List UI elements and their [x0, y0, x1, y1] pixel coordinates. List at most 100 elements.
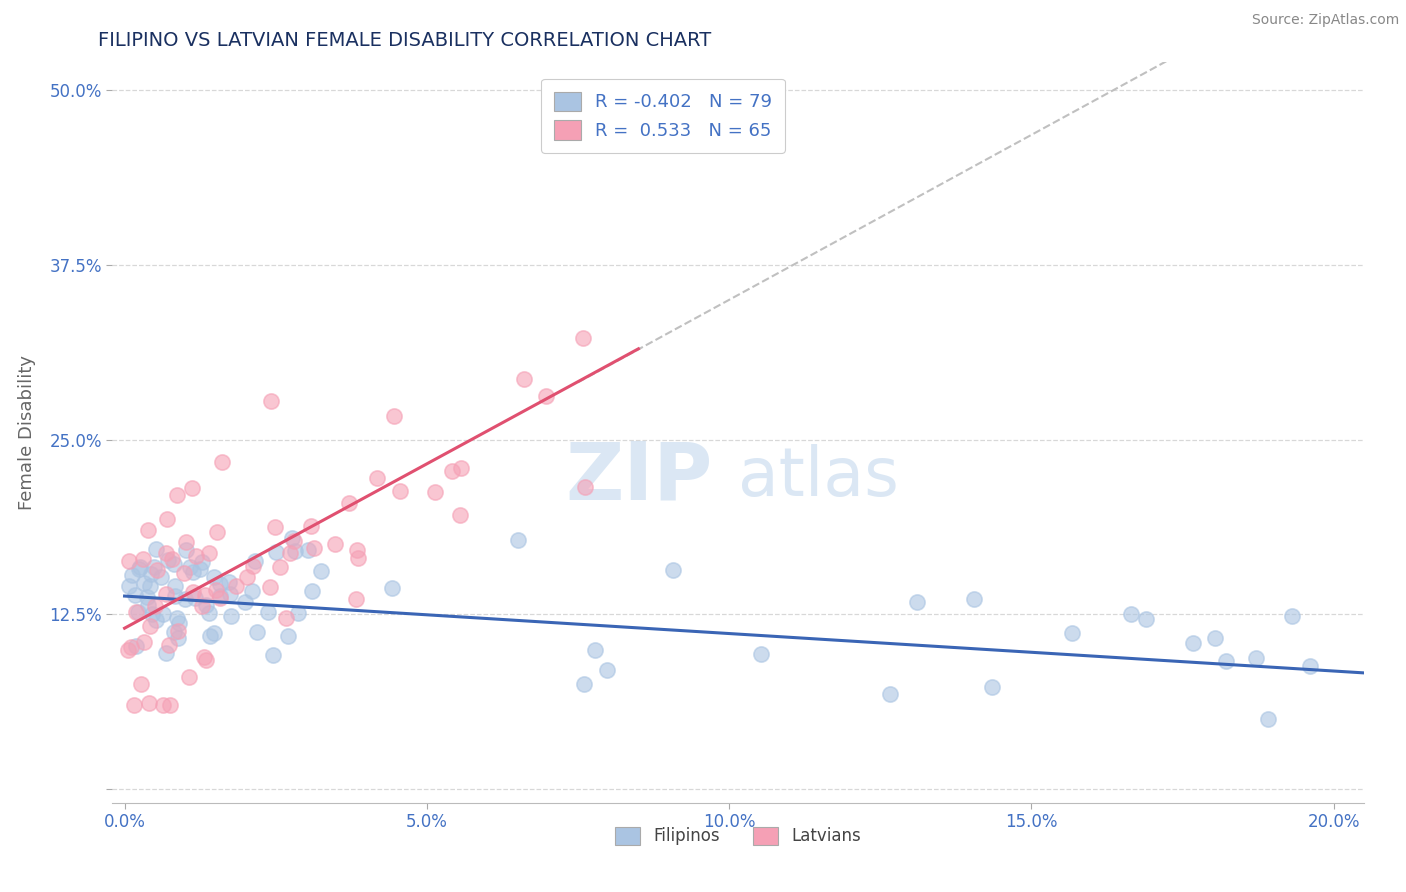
- Point: [149, 570, 172, 584]
- Point: [209, 577, 232, 591]
- Point: [173, 566, 195, 580]
- Point: [139, 579, 162, 593]
- Point: [259, 394, 281, 409]
- Point: [155, 646, 177, 660]
- Text: ZIP: ZIP: [565, 438, 713, 516]
- Point: [181, 565, 204, 579]
- Point: [219, 609, 242, 624]
- Point: [195, 653, 218, 667]
- Point: [262, 648, 284, 662]
- Point: [1204, 631, 1226, 645]
- Point: [508, 533, 530, 547]
- Point: [138, 524, 160, 538]
- Point: [181, 585, 204, 599]
- Point: [382, 409, 405, 423]
- Point: [450, 460, 472, 475]
- Point: [190, 555, 212, 569]
- Point: [905, 595, 928, 609]
- Point: [1119, 607, 1142, 622]
- Point: [264, 519, 287, 533]
- Point: [572, 331, 595, 345]
- Point: [225, 578, 247, 592]
- Point: [283, 533, 305, 548]
- Point: [574, 677, 596, 691]
- Text: atlas: atlas: [738, 444, 898, 510]
- Point: [128, 562, 150, 576]
- Point: [344, 592, 367, 607]
- Point: [155, 587, 177, 601]
- Point: [121, 568, 143, 582]
- Point: [157, 639, 180, 653]
- Point: [205, 524, 228, 539]
- Point: [136, 598, 159, 612]
- Point: [209, 591, 232, 605]
- Point: [186, 549, 208, 563]
- Point: [202, 625, 225, 640]
- Point: [1135, 611, 1157, 625]
- Point: [120, 640, 142, 654]
- Point: [257, 605, 280, 619]
- Point: [441, 464, 464, 478]
- Point: [179, 559, 201, 574]
- Point: [132, 575, 155, 590]
- Point: [163, 557, 186, 571]
- Point: [155, 546, 177, 560]
- Point: [346, 543, 368, 558]
- Point: [138, 696, 160, 710]
- Text: Source: ZipAtlas.com: Source: ZipAtlas.com: [1251, 13, 1399, 28]
- Point: [1181, 636, 1204, 650]
- Point: [117, 643, 139, 657]
- Point: [163, 590, 186, 604]
- Point: [139, 619, 162, 633]
- Point: [1257, 712, 1279, 726]
- Point: [143, 560, 166, 574]
- Point: [181, 481, 204, 495]
- Point: [167, 624, 190, 638]
- Point: [132, 551, 155, 566]
- Point: [193, 650, 215, 665]
- Point: [259, 580, 281, 594]
- Point: [204, 583, 226, 598]
- Point: [146, 563, 169, 577]
- Point: [281, 531, 304, 545]
- Point: [166, 611, 188, 625]
- Point: [242, 558, 264, 573]
- Point: [194, 588, 217, 602]
- Point: [198, 546, 221, 560]
- Point: [163, 624, 186, 639]
- Point: [304, 541, 326, 556]
- Y-axis label: Female Disability: Female Disability: [17, 355, 35, 510]
- Point: [879, 687, 901, 701]
- Point: [176, 543, 198, 558]
- Point: [165, 579, 187, 593]
- Point: [963, 591, 986, 606]
- Point: [534, 388, 557, 402]
- Point: [184, 591, 207, 605]
- Point: [127, 605, 149, 619]
- Point: [211, 455, 233, 469]
- Point: [301, 584, 323, 599]
- Point: [124, 588, 146, 602]
- Point: [202, 570, 225, 584]
- Point: [337, 496, 360, 510]
- Point: [980, 680, 1002, 694]
- Point: [167, 615, 190, 630]
- Point: [449, 508, 471, 522]
- Point: [143, 599, 166, 614]
- Point: [122, 698, 145, 712]
- Point: [574, 480, 596, 494]
- Point: [381, 582, 404, 596]
- Point: [346, 550, 368, 565]
- Point: [129, 560, 152, 574]
- Point: [152, 698, 174, 712]
- Point: [284, 543, 307, 558]
- Point: [243, 554, 266, 568]
- Point: [1299, 659, 1322, 673]
- Point: [200, 628, 222, 642]
- Point: [323, 537, 346, 551]
- Point: [195, 599, 218, 613]
- Point: [139, 567, 162, 582]
- Point: [167, 631, 190, 645]
- Point: [1281, 608, 1303, 623]
- Point: [287, 607, 309, 621]
